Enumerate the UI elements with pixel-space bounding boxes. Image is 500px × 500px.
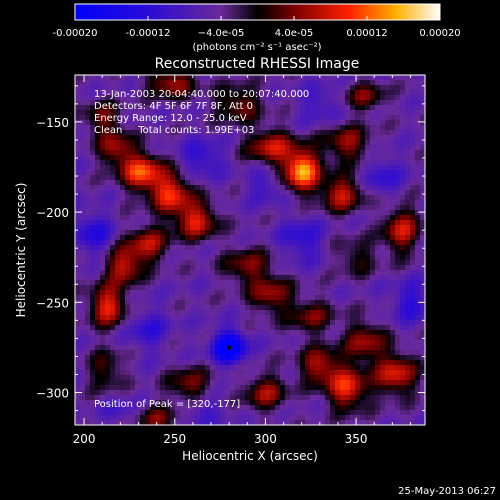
plot-frame [74,74,426,426]
annotation-energy-range: Energy Range: 12.0 - 25.0 keV [94,113,247,124]
annotation-method-counts: Clean Total counts: 1.99E+03 [94,125,254,136]
colorbar-tick-label: 0.00020 [419,28,460,39]
annotations: 13-Jan-2003 20:04:40.000 to 20:07:40.000… [94,89,309,410]
colorbar-tick-label: 0.00012 [346,28,387,39]
footer-timestamp: 25-May-2013 06:27 [398,486,496,497]
colorbar-unit-label: (photons cm⁻² s⁻¹ asec⁻²) [192,42,321,53]
colorbar: -0.00020 -0.00012 −4.0e-05 4.0e-05 0.00012 0.… [53,3,461,53]
y-tick-label: −200 [36,206,69,220]
heatmap-container [75,75,425,425]
x-axis-label: Heliocentric X (arcsec) [182,449,318,463]
colorbar-tick-label: 4.0e-05 [275,28,313,39]
y-axis-label: Heliocentric Y (arcsec) [14,183,28,318]
colorbar-tick-label: -0.00020 [53,28,98,39]
peak-marker [227,345,232,350]
colorbar-tick-label: -0.00012 [126,28,171,39]
chart-title: Reconstructed RHESSI Image [155,56,360,72]
annotation-detectors: Detectors: 4F 5F 6F 7F 8F, Att 0 [94,101,253,112]
x-tick-label: 250 [163,432,186,446]
y-tick-label: −250 [36,296,69,310]
y-tick-label: −150 [36,116,69,130]
x-tick-label: 300 [254,432,277,446]
annotation-peak-position: Position of Peak = [320,-177] [94,399,240,410]
colorbar-strip [74,3,441,21]
annotation-time-range: 13-Jan-2003 20:04:40.000 to 20:07:40.000 [94,89,309,100]
colorbar-tick-label: −4.0e-05 [198,28,245,39]
y-tick-label: −300 [36,387,69,401]
colorbar-ticks: -0.00020 -0.00012 −4.0e-05 4.0e-05 0.00012 0.… [53,16,461,39]
axis-ticks: 200 250 300 350 −150 −200 −250 −300 [36,75,425,446]
heatmap-image [75,75,425,425]
x-tick-label: 200 [73,432,96,446]
plot-area: 200 250 300 350 −150 −200 −250 −300 [36,74,426,446]
x-tick-label: 350 [345,432,368,446]
